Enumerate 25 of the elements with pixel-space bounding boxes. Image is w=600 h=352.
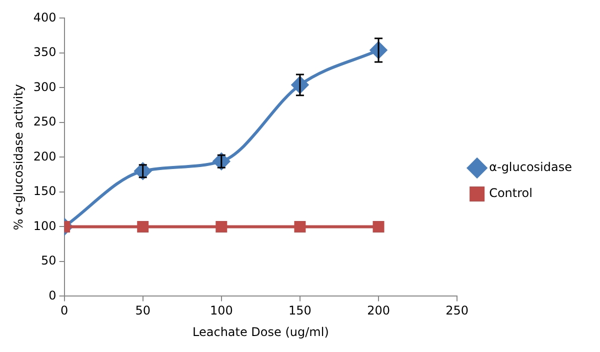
legend-label: Control [489,186,532,200]
x-tick-label: 0 [60,304,68,318]
point [134,162,152,180]
y-tick-label: 0 [48,288,56,302]
x-tick-label: 50 [135,304,150,318]
point [212,152,230,170]
y-tick-label: 300 [33,80,56,94]
x-tick-label: 100 [210,304,233,318]
point [137,220,149,232]
x-tick-label: 250 [446,304,469,318]
y-tick-label: 50 [41,254,56,268]
y-tick-label: 400 [33,10,56,24]
y-tick-label: 150 [33,184,56,198]
point [372,220,384,232]
legend-label: α-glucosidase [489,160,572,174]
x-tick-label: 200 [367,304,390,318]
x-axis-title: Leachate Dose (ug/ml) [192,324,329,339]
y-axis-title: % α-glucosidase activity [11,84,26,230]
y-tick-label: 250 [33,114,56,129]
y-tick-label: 200 [33,149,56,164]
y-tick-label: 350 [33,45,56,60]
y-tick-label: 100 [33,218,56,233]
point [216,220,228,232]
point [294,220,306,232]
x-tick-label: 150 [288,304,312,318]
